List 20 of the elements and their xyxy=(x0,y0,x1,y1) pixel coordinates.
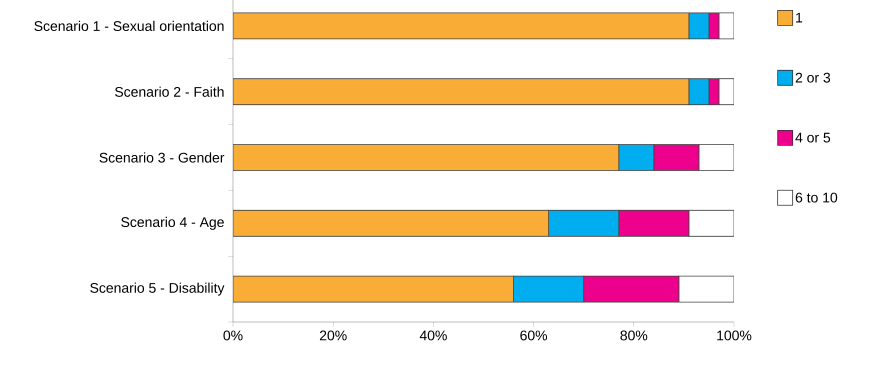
x-tick-label: 20% xyxy=(320,330,347,340)
y-tick-label: Scenario 2 - Faith xyxy=(115,86,224,97)
bar xyxy=(232,144,620,171)
bar xyxy=(232,78,690,106)
x-tick-label: 80% xyxy=(620,330,648,340)
x-tick-label: 0% xyxy=(223,330,243,340)
legend-label: 6 to 10 xyxy=(796,192,838,203)
x-tick-label: 40% xyxy=(420,330,447,340)
legend-label: 2 or 3 xyxy=(796,72,830,83)
y-tick-label: Scenario 5 - Disability xyxy=(90,282,224,296)
legend-label: 4 or 5 xyxy=(795,132,830,143)
legend-label: 1 xyxy=(796,12,802,22)
bar xyxy=(232,12,690,40)
x-tick-label: 60% xyxy=(520,330,548,340)
bar xyxy=(232,210,550,237)
y-tick-label: Scenario 4 - Age xyxy=(121,216,224,230)
y-tick-label: Scenario 1 - Sexual orientation xyxy=(34,20,224,32)
y-tick-label: Scenario 3 - Gender xyxy=(100,152,224,163)
bar xyxy=(232,276,514,303)
x-tick-label: 100% xyxy=(717,330,752,340)
